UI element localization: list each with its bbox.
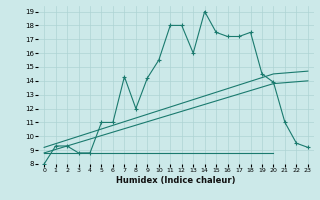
X-axis label: Humidex (Indice chaleur): Humidex (Indice chaleur) xyxy=(116,176,236,185)
